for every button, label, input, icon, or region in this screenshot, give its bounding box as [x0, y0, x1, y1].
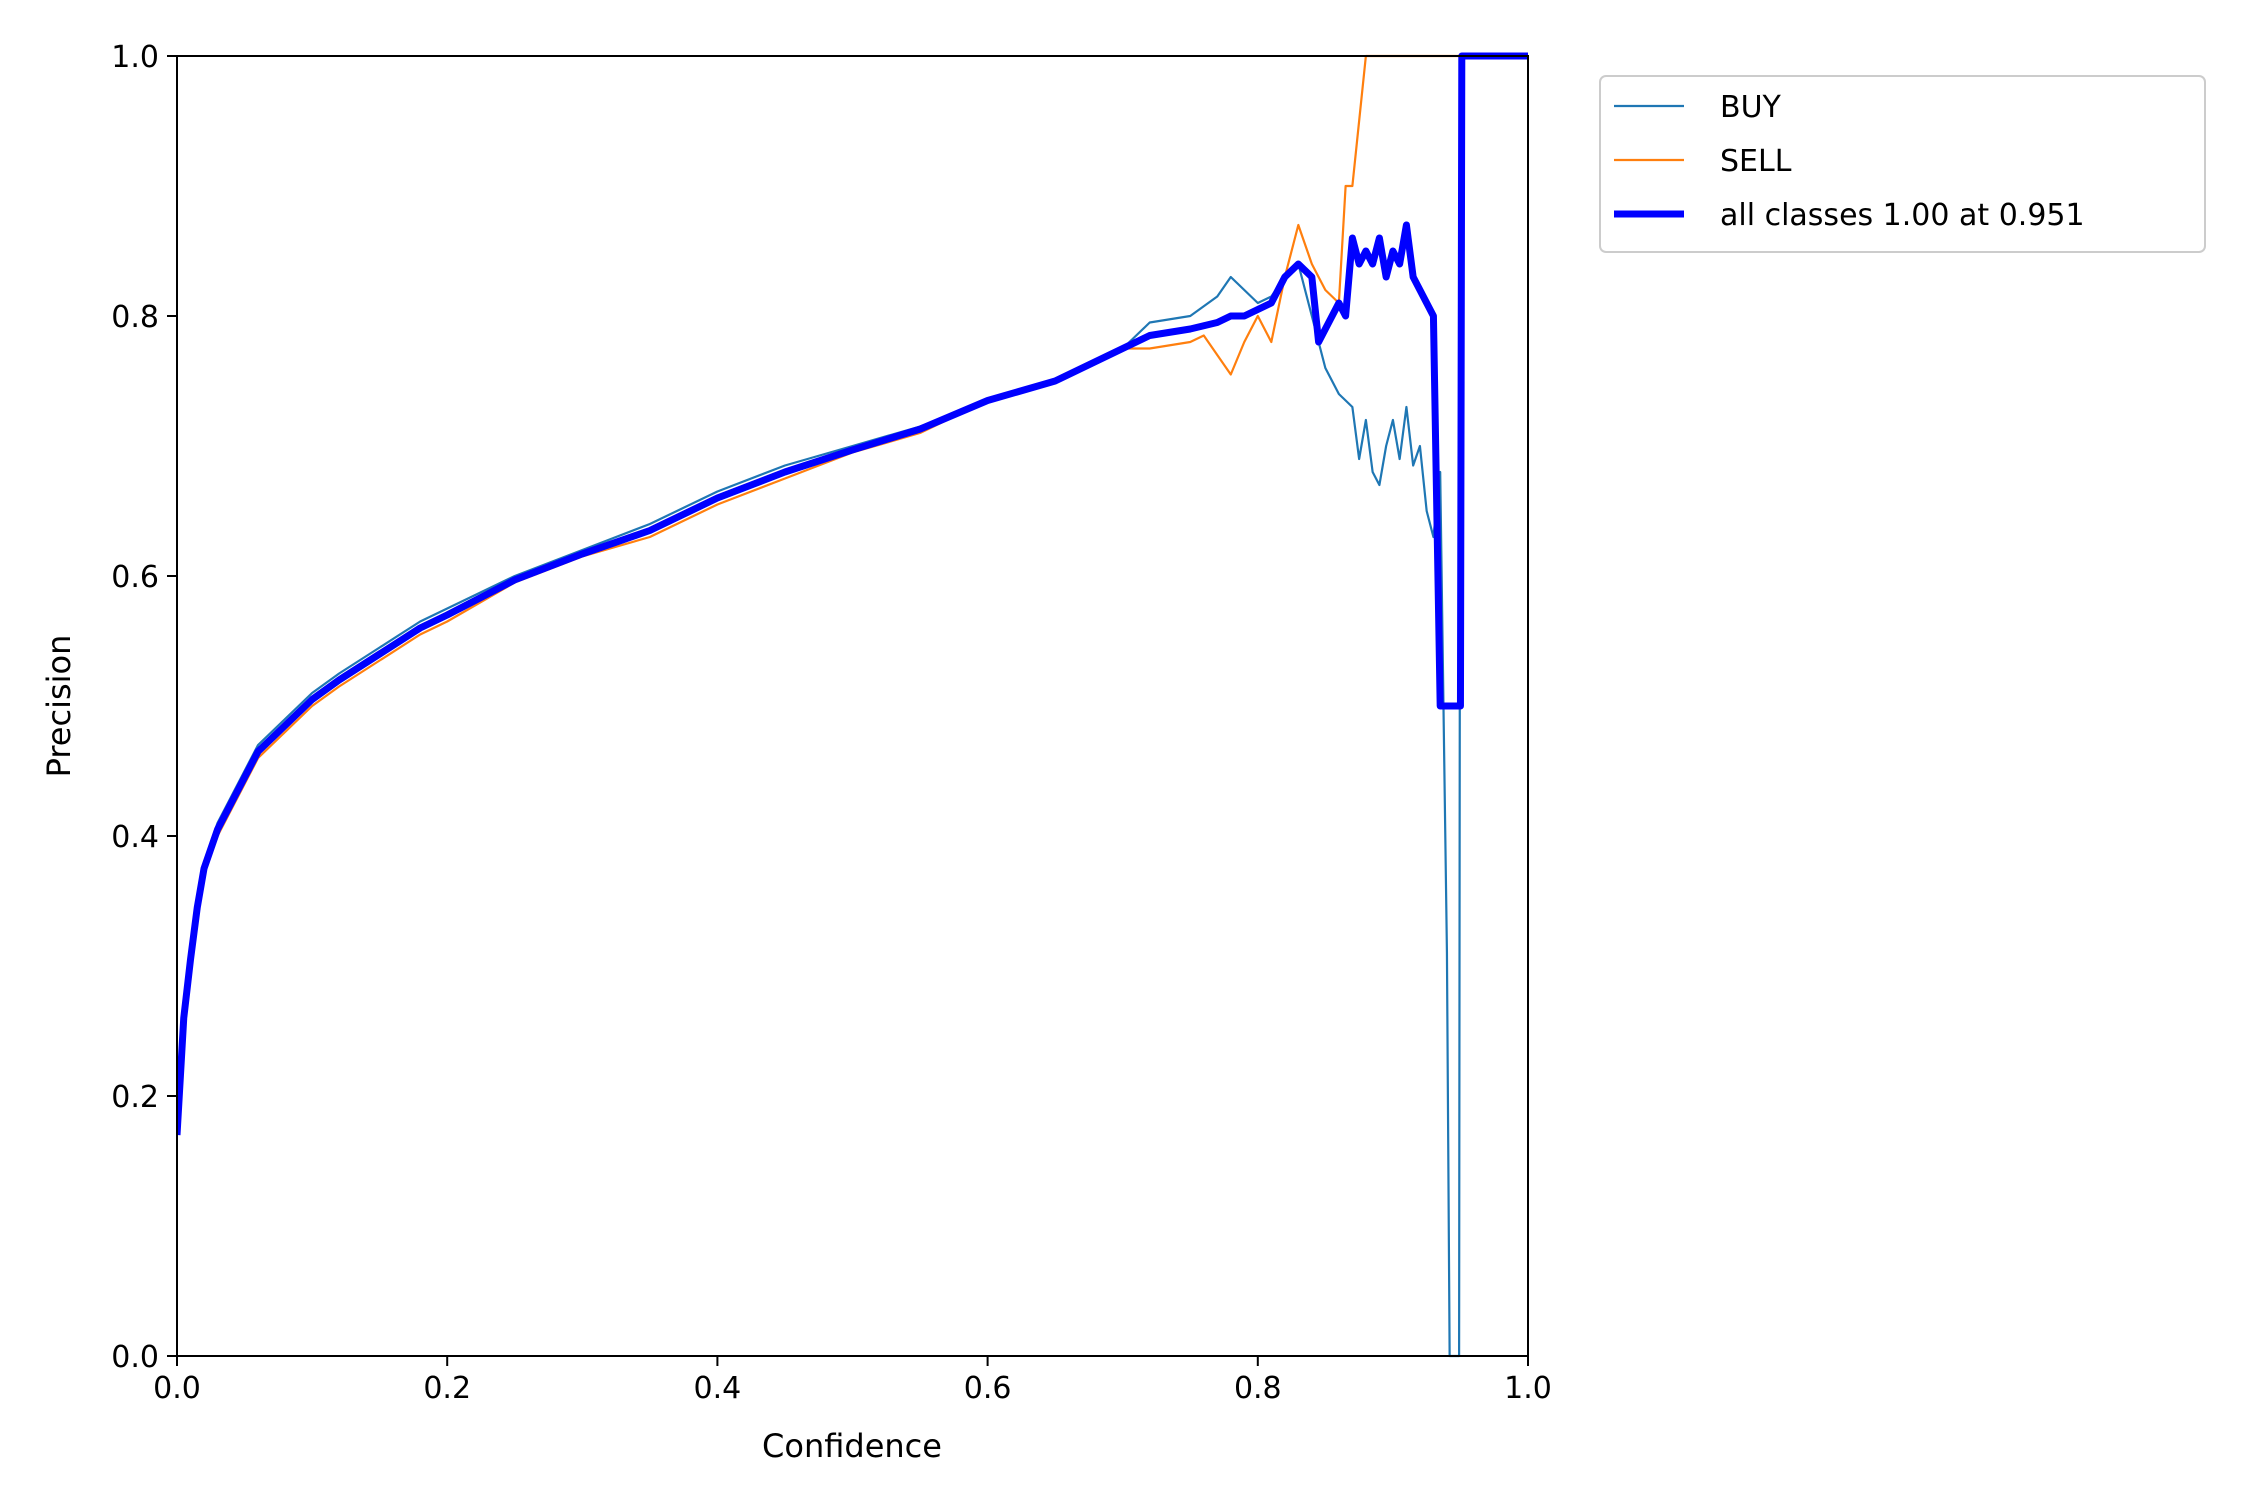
- x-tick-label: 0.2: [423, 1371, 471, 1406]
- series-line-all-classes-1-00-at-0-951: [177, 52, 1528, 1136]
- x-axis-label: Confidence: [762, 1427, 942, 1465]
- y-tick-label: 0.2: [111, 1080, 159, 1115]
- legend-label: all classes 1.00 at 0.951: [1720, 198, 2085, 233]
- axes-frame: [176, 55, 1529, 1357]
- legend-label: BUY: [1720, 90, 1782, 125]
- x-tick-label: 0.8: [1234, 1371, 1282, 1406]
- y-tick-label: 0.4: [111, 820, 159, 855]
- x-tick-label: 0.6: [964, 1371, 1012, 1406]
- y-tick-label: 0.6: [111, 560, 159, 595]
- y-axis-ticks: 0.0 0.2 0.4 0.6 0.8 1.0: [111, 40, 177, 1375]
- y-tick-label: 0.0: [111, 1340, 159, 1375]
- legend-frame: [1599, 75, 2206, 253]
- y-tick-label: 1.0: [111, 40, 159, 75]
- x-tick-label: 0.4: [694, 1371, 742, 1406]
- legend: BUY SELL all classes 1.00 at 0.951: [1599, 75, 2206, 253]
- y-tick-label: 0.8: [111, 300, 159, 335]
- x-tick-label: 0.0: [153, 1371, 201, 1406]
- legend-label: SELL: [1720, 144, 1792, 179]
- series-line-buy: [177, 54, 1528, 1358]
- y-axis-label: Precision: [40, 635, 78, 778]
- x-tick-label: 1.0: [1504, 1371, 1552, 1406]
- series-layer: [177, 52, 1528, 1358]
- x-axis-ticks: 0.0 0.2 0.4 0.6 0.8 1.0: [153, 1356, 1552, 1406]
